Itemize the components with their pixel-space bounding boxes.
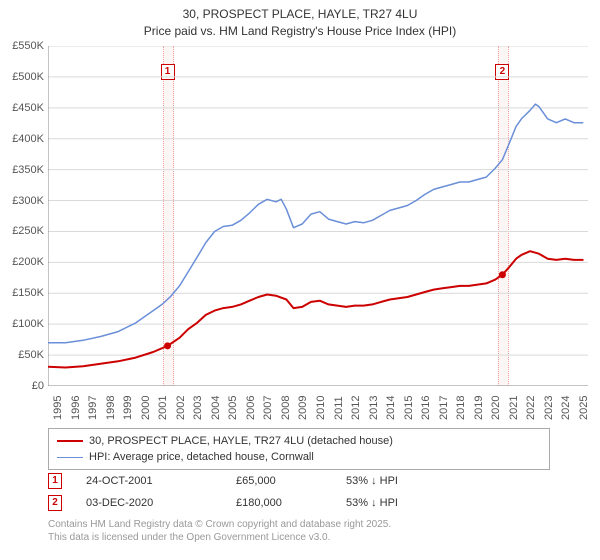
title-line2: Price paid vs. HM Land Registry's House …	[0, 23, 600, 40]
sale-pct: 53% ↓ HPI	[346, 497, 466, 509]
x-tick-label: 2003	[192, 396, 204, 420]
chart-container: 30, PROSPECT PLACE, HAYLE, TR27 4LU Pric…	[0, 0, 600, 560]
sale-date: 24-OCT-2001	[86, 475, 236, 487]
x-tick-label: 2022	[525, 396, 537, 420]
x-tick-label: 2025	[578, 396, 590, 420]
y-tick-label: £400K	[12, 133, 44, 145]
sale-marker: 2	[48, 495, 62, 511]
footer-line1: Contains HM Land Registry data © Crown c…	[48, 518, 391, 531]
y-tick-label: £550K	[12, 40, 44, 52]
sale-date: 03-DEC-2020	[86, 497, 236, 509]
x-tick-label: 2019	[473, 396, 485, 420]
y-tick-label: £150K	[12, 287, 44, 299]
y-tick-label: £450K	[12, 102, 44, 114]
y-tick-label: £300K	[12, 195, 44, 207]
x-tick-label: 2012	[350, 396, 362, 420]
x-tick-label: 1995	[52, 396, 64, 420]
x-tick-label: 2021	[508, 396, 520, 420]
plot-svg	[48, 46, 588, 386]
legend-swatch	[57, 457, 83, 458]
footer-line2: This data is licensed under the Open Gov…	[48, 531, 391, 544]
x-tick-label: 2015	[403, 396, 415, 420]
x-tick-label: 2010	[315, 396, 327, 420]
chart-title: 30, PROSPECT PLACE, HAYLE, TR27 4LU Pric…	[0, 0, 600, 40]
x-tick-label: 2009	[297, 396, 309, 420]
x-tick-label: 2002	[175, 396, 187, 420]
y-tick-label: £100K	[12, 318, 44, 330]
legend-item: 30, PROSPECT PLACE, HAYLE, TR27 4LU (det…	[57, 433, 541, 449]
sales-table: 1 24-OCT-2001£65,00053% ↓ HPI 2 03-DEC-2020…	[48, 470, 466, 514]
y-tick-label: £0	[32, 380, 44, 392]
x-tick-label: 1996	[70, 396, 82, 420]
x-tick-label: 2014	[385, 396, 397, 420]
x-tick-label: 2016	[420, 396, 432, 420]
y-tick-label: £350K	[12, 164, 44, 176]
sale-price: £65,000	[236, 475, 346, 487]
x-tick-label: 2005	[227, 396, 239, 420]
legend-label: 30, PROSPECT PLACE, HAYLE, TR27 4LU (det…	[89, 435, 393, 447]
legend-swatch	[57, 440, 83, 442]
sale-marker: 1	[48, 473, 62, 489]
y-tick-label: £200K	[12, 256, 44, 268]
y-tick-label: £50K	[18, 349, 44, 361]
y-tick-label: £500K	[12, 71, 44, 83]
legend: 30, PROSPECT PLACE, HAYLE, TR27 4LU (det…	[48, 428, 550, 470]
x-tick-label: 2018	[455, 396, 467, 420]
x-tick-label: 2004	[210, 396, 222, 420]
footer-note: Contains HM Land Registry data © Crown c…	[48, 518, 391, 544]
x-tick-label: 2020	[490, 396, 502, 420]
x-tick-label: 2011	[333, 396, 345, 420]
x-tick-label: 2017	[438, 396, 450, 420]
plot-area	[48, 46, 588, 386]
sale-row: 2 03-DEC-2020£180,00053% ↓ HPI	[48, 492, 466, 514]
x-tick-label: 2023	[543, 396, 555, 420]
sale-price: £180,000	[236, 497, 346, 509]
x-tick-label: 2013	[368, 396, 380, 420]
title-line1: 30, PROSPECT PLACE, HAYLE, TR27 4LU	[0, 6, 600, 23]
x-tick-label: 1998	[105, 396, 117, 420]
x-tick-label: 2008	[280, 396, 292, 420]
x-tick-label: 2007	[262, 396, 274, 420]
x-tick-label: 1997	[87, 396, 99, 420]
x-tick-label: 2000	[140, 396, 152, 420]
x-tick-label: 2001	[157, 396, 169, 420]
sale-pct: 53% ↓ HPI	[346, 475, 466, 487]
x-tick-label: 1999	[122, 396, 134, 420]
x-tick-label: 2024	[560, 396, 572, 420]
y-tick-label: £250K	[12, 225, 44, 237]
sale-row: 1 24-OCT-2001£65,00053% ↓ HPI	[48, 470, 466, 492]
legend-label: HPI: Average price, detached house, Corn…	[89, 451, 314, 463]
legend-item: HPI: Average price, detached house, Corn…	[57, 449, 541, 465]
x-tick-label: 2006	[245, 396, 257, 420]
